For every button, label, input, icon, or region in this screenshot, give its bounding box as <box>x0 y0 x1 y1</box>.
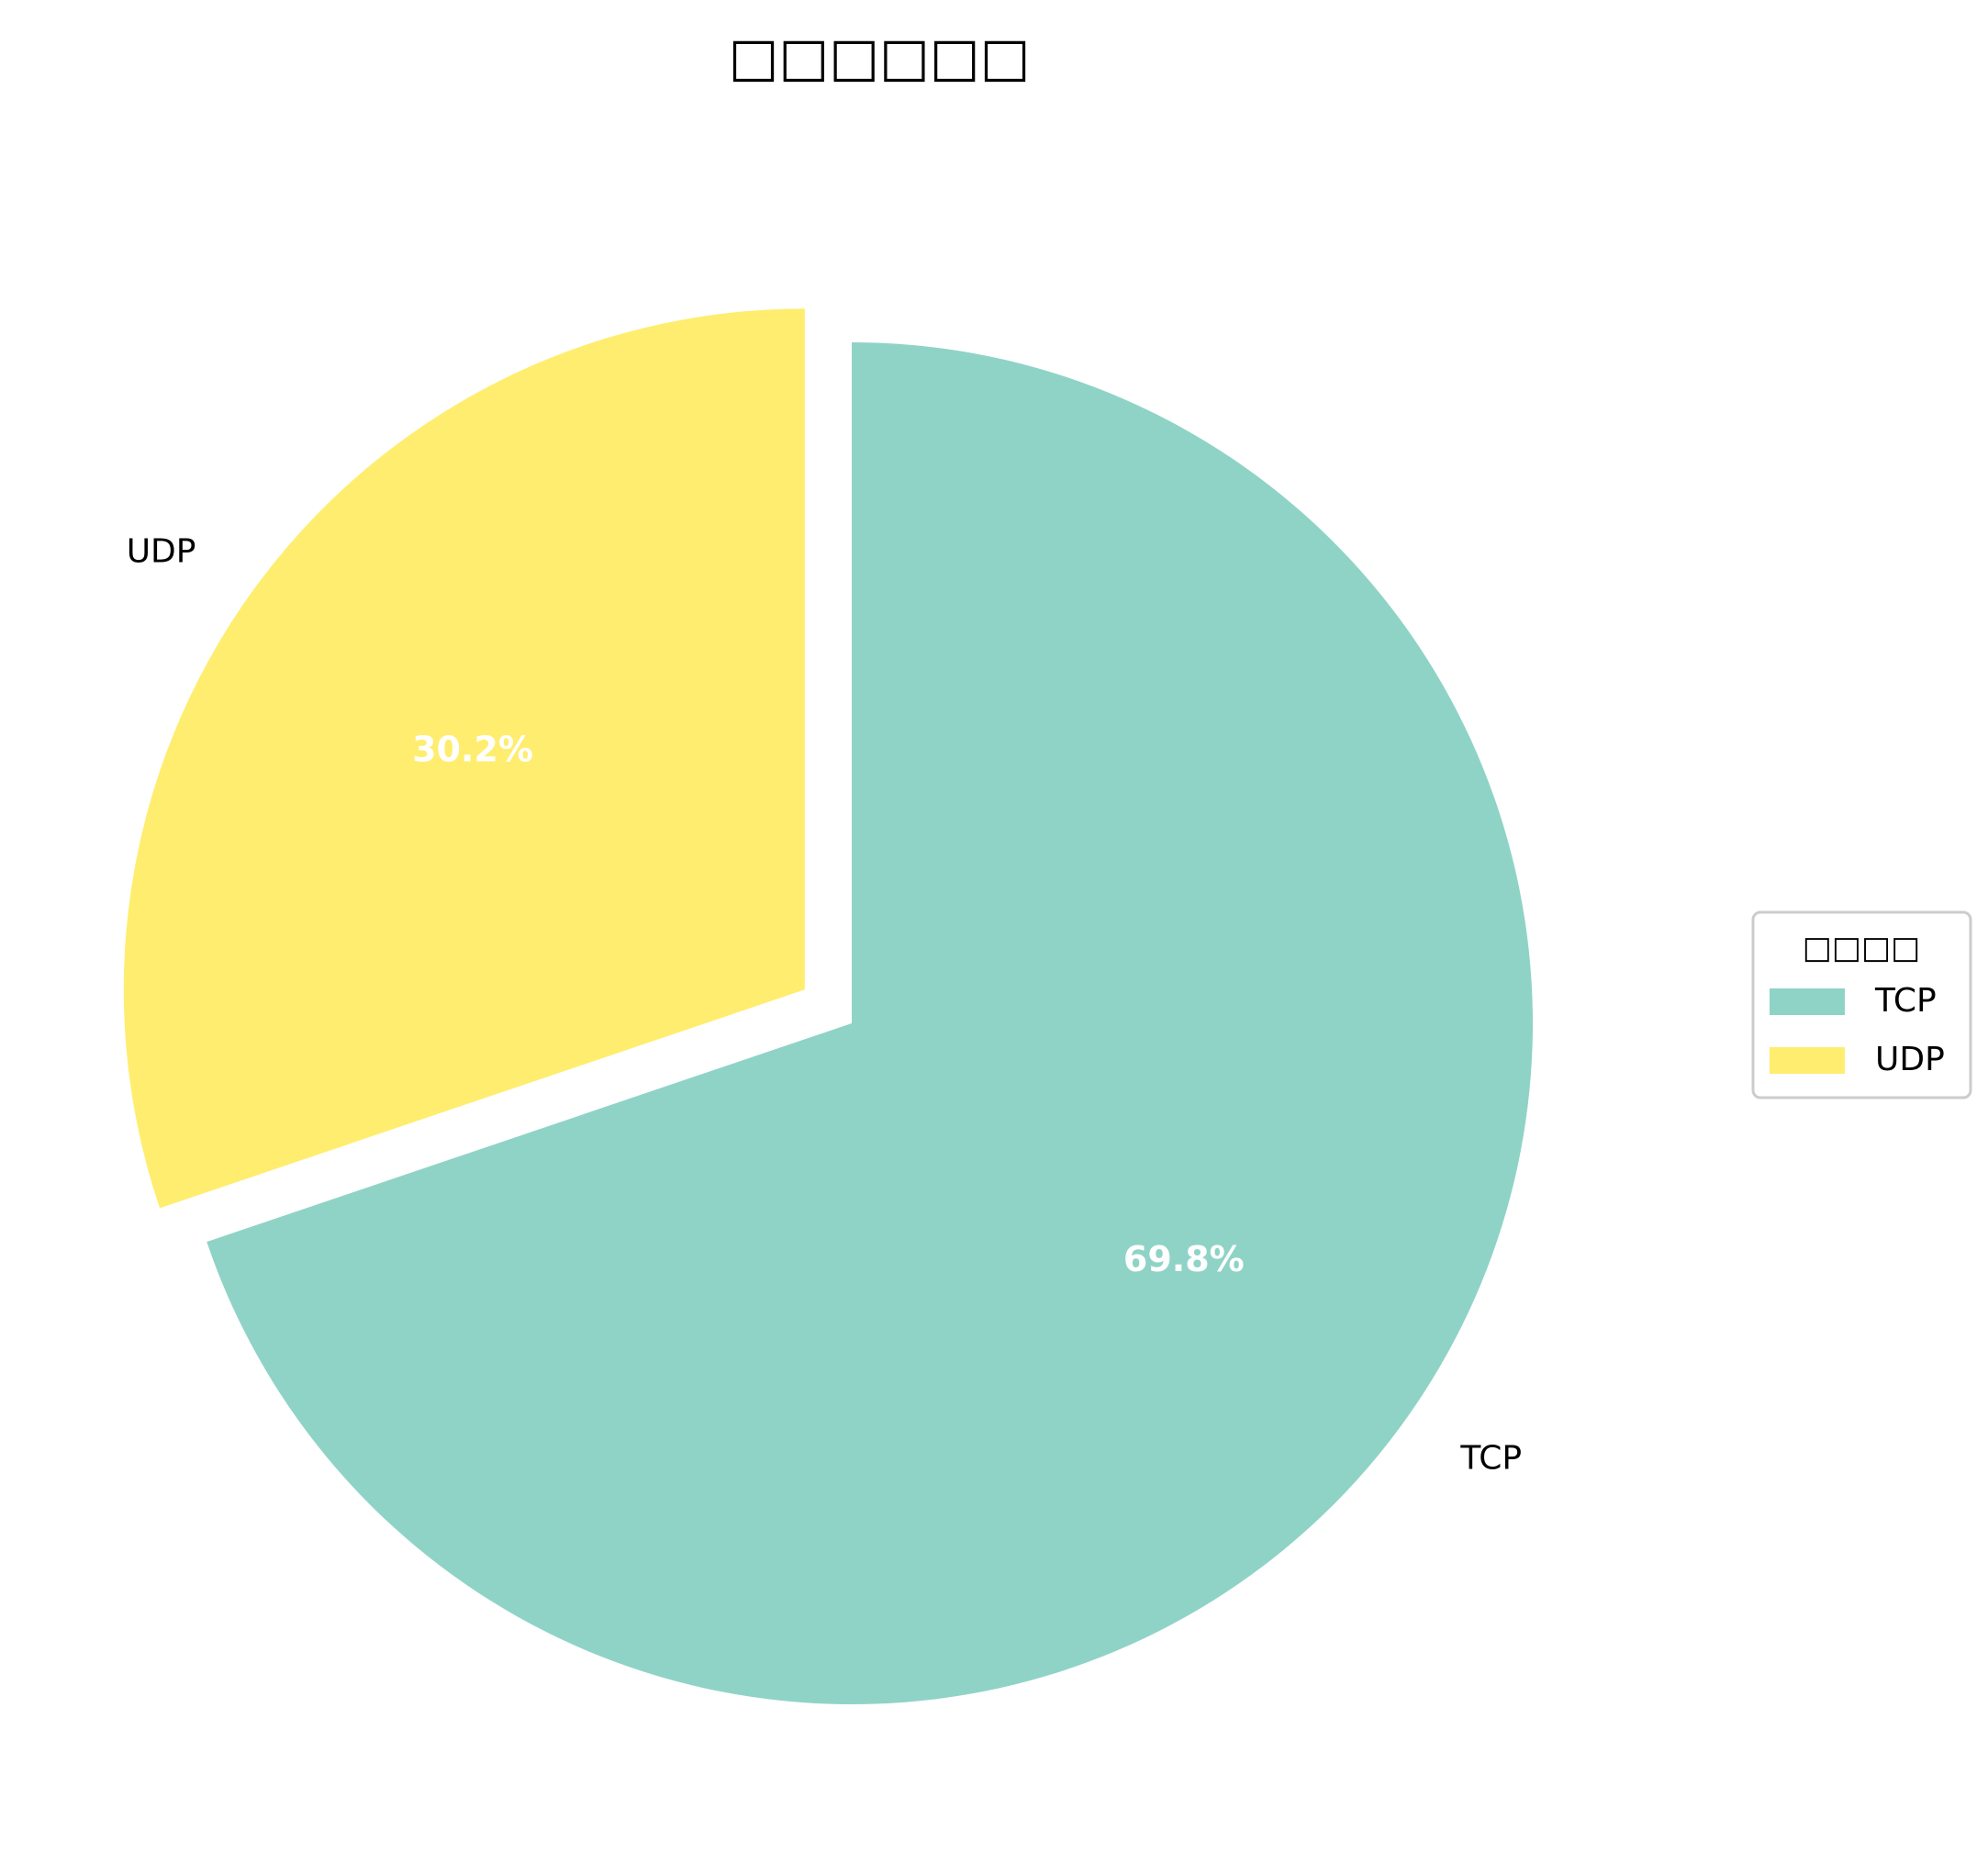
legend-label-tcp: TCP <box>1874 982 1937 1020</box>
slice-label-tcp: TCP <box>1459 1440 1522 1478</box>
pie-slice-tcp <box>207 342 1533 1705</box>
legend: □□□□ TCP UDP <box>1751 910 1972 1099</box>
pie-slices <box>123 308 1533 1705</box>
percent-label-tcp: 69.8% <box>1123 1239 1245 1279</box>
slice-labels: TCP UDP <box>127 533 1522 1478</box>
percent-labels: 69.8% 30.2% <box>412 729 1245 1279</box>
chart-title: □□□□□□ <box>729 26 1031 88</box>
legend-label-udp: UDP <box>1875 1041 1945 1078</box>
pie-slice-udp <box>123 308 805 1209</box>
legend-entries: TCP UDP <box>1770 982 1945 1078</box>
legend-title: □□□□ <box>1803 930 1921 966</box>
percent-label-udp: 30.2% <box>412 729 533 769</box>
slice-label-udp: UDP <box>127 533 196 571</box>
legend-swatch-udp <box>1770 1047 1845 1074</box>
legend-swatch-tcp <box>1770 988 1845 1015</box>
